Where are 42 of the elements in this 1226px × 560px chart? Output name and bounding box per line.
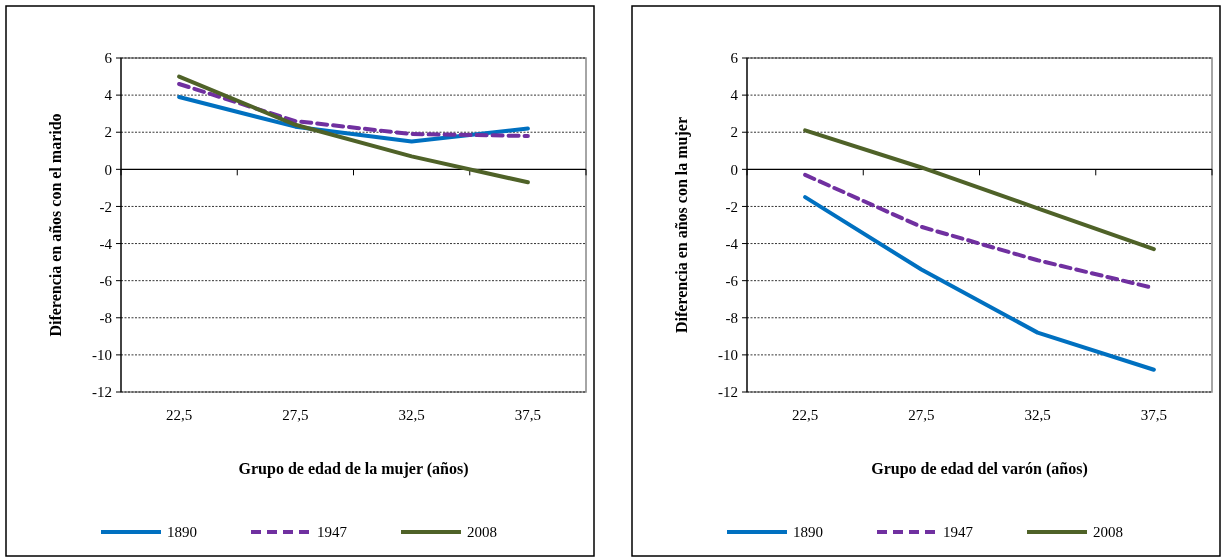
y-tick-label: -6: [99, 272, 113, 289]
x-axis-title: Grupo de edad de la mujer (años): [238, 460, 469, 478]
y-axis-title: Diferencia en años con el marido: [47, 113, 64, 337]
y-tick-label: -8: [99, 310, 112, 327]
y-tick-label: -8: [725, 310, 738, 327]
x-tick-label: 27,5: [908, 407, 935, 423]
y-tick-label: 2: [730, 124, 738, 141]
legend-label: 1890: [793, 524, 823, 541]
line-series: [803, 195, 1156, 372]
y-tick-label: 6: [730, 50, 739, 67]
y-tick-label: 2: [104, 124, 112, 141]
y-tick-label: -10: [92, 347, 112, 364]
y-tick-label: -4: [99, 235, 113, 252]
x-axis-title: Grupo de edad del varón (años): [871, 460, 1088, 478]
y-tick-label: -12: [92, 384, 112, 401]
y-tick-label: -6: [725, 272, 739, 289]
y-tick-label: 0: [730, 161, 738, 178]
y-tick-label: -4: [725, 235, 739, 252]
legend-label: 1890: [167, 524, 197, 541]
x-tick-label: 22,5: [166, 407, 193, 423]
legend-label: 2008: [467, 524, 497, 541]
y-tick-label: 4: [104, 87, 113, 104]
x-tick-label: 37,5: [1140, 407, 1167, 423]
x-tick-label: 22,5: [792, 407, 819, 423]
y-axis-title: Diferencia en años con la mujer: [673, 116, 691, 334]
x-tick-label: 32,5: [398, 407, 425, 423]
y-tick-label: 4: [730, 87, 739, 104]
legend-label: 1947: [943, 524, 974, 541]
y-tick-label: 0: [104, 161, 112, 178]
y-tick-label: 6: [104, 50, 113, 67]
y-tick-label: -2: [725, 198, 738, 215]
line-series: [803, 128, 1156, 252]
legend-label: 2008: [1093, 524, 1123, 541]
legend-label: 1947: [317, 524, 348, 541]
y-tick-label: -12: [718, 384, 738, 401]
line-series: [177, 81, 530, 138]
y-tick-label: -10: [718, 347, 738, 364]
x-tick-label: 37,5: [514, 407, 541, 423]
line-series: [177, 74, 530, 185]
x-tick-label: 27,5: [282, 407, 309, 423]
x-tick-label: 32,5: [1024, 407, 1051, 423]
y-tick-label: -2: [99, 198, 112, 215]
